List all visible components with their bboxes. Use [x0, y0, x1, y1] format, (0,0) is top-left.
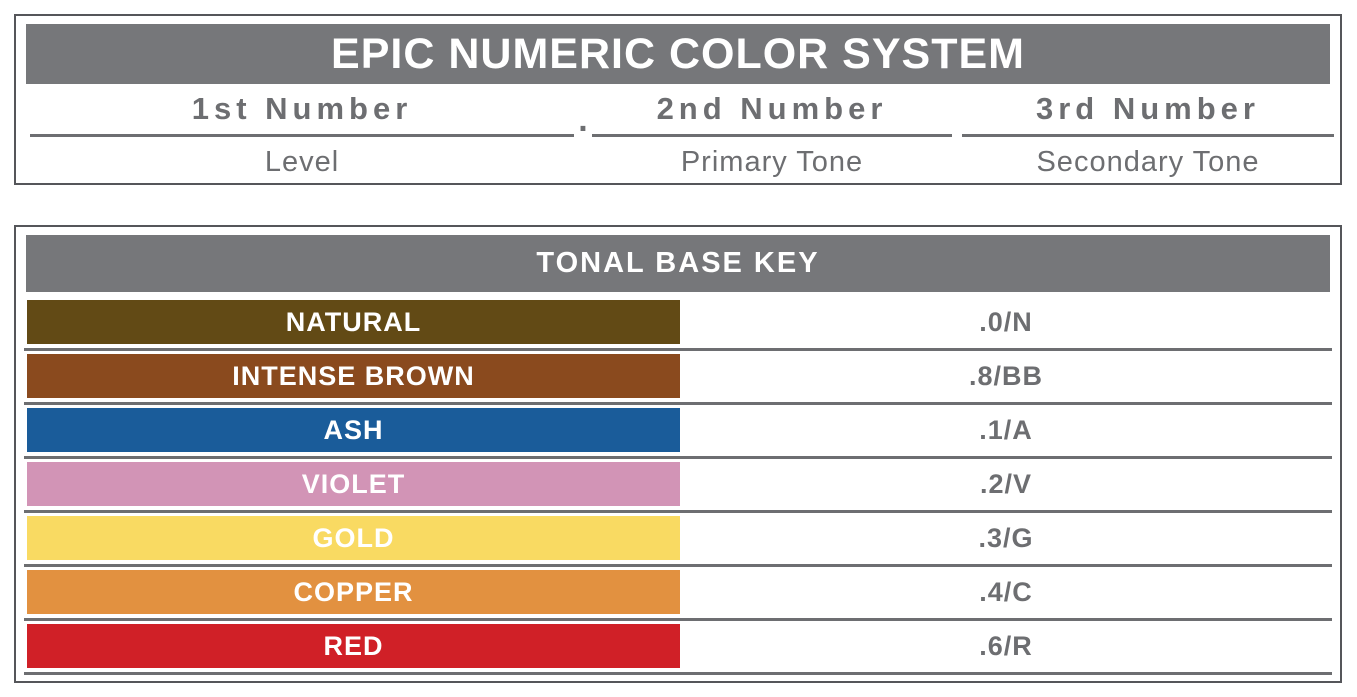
color-swatch-bar: COPPER: [27, 570, 680, 614]
column-2-number-label: 2nd Number: [656, 91, 888, 126]
table-row: COPPER .4/C: [16, 570, 1340, 621]
decimal-separator: .: [578, 101, 588, 139]
row-divider: [24, 564, 1332, 567]
color-swatch-bar: GOLD: [27, 516, 680, 560]
color-swatch-bar: ASH: [27, 408, 680, 452]
table-row: INTENSE BROWN .8/BB: [16, 354, 1340, 405]
tone-code-value: .3/G: [978, 522, 1034, 553]
tone-code-value: .1/A: [979, 414, 1033, 445]
table-row: VIOLET .2/V: [16, 462, 1340, 513]
color-swatch-bar: VIOLET: [27, 462, 680, 506]
row-divider: [24, 618, 1332, 621]
number-column-2: 2nd Number Primary Tone: [592, 92, 952, 179]
column-1-underline: [30, 134, 574, 137]
page-title: EPIC NUMERIC COLOR SYSTEM: [331, 29, 1025, 78]
tone-name-label: ASH: [323, 414, 384, 445]
tone-name-label: RED: [323, 630, 384, 661]
tone-name-label: NATURAL: [285, 306, 422, 337]
row-divider: [24, 402, 1332, 405]
tone-code-value: .4/C: [979, 576, 1033, 607]
column-2-meaning-label: Primary Tone: [680, 146, 864, 178]
tone-code-value: .0/N: [979, 306, 1033, 337]
tone-code-value: .8/BB: [968, 360, 1044, 391]
row-divider: [24, 672, 1332, 675]
table-row: GOLD .3/G: [16, 516, 1340, 567]
column-2-underline: [592, 134, 952, 137]
column-3-underline: [962, 134, 1334, 137]
row-divider: [24, 510, 1332, 513]
color-swatch-bar: INTENSE BROWN: [27, 354, 680, 398]
tone-code-value: .2/V: [979, 468, 1033, 499]
table-row: RED .6/R: [16, 624, 1340, 675]
numeric-system-panel: EPIC NUMERIC COLOR SYSTEM 1st Number Lev…: [14, 14, 1342, 185]
color-swatch-bar: NATURAL: [27, 300, 680, 344]
tone-name-label: VIOLET: [301, 468, 406, 499]
column-1-meaning-label: Level: [264, 146, 340, 178]
tone-name-label: GOLD: [312, 522, 395, 553]
table-row: NATURAL .0/N: [16, 300, 1340, 351]
column-1-number-label: 1st Number: [191, 91, 413, 126]
tonal-key-title-bar: TONAL BASE KEY: [26, 235, 1330, 292]
tonal-key-rows: NATURAL .0/N INTENSE BROWN .8/BB ASH .1/…: [16, 300, 1340, 678]
column-3-meaning-label: Secondary Tone: [1036, 146, 1260, 178]
number-column-3: 3rd Number Secondary Tone: [962, 92, 1334, 179]
panel-title-bar: EPIC NUMERIC COLOR SYSTEM: [26, 24, 1330, 84]
tonal-key-title: TONAL BASE KEY: [536, 247, 820, 279]
tone-code-value: .6/R: [979, 630, 1033, 661]
tone-name-label: COPPER: [293, 576, 414, 607]
column-3-number-label: 3rd Number: [1036, 91, 1260, 126]
row-divider: [24, 456, 1332, 459]
tonal-base-key-panel: TONAL BASE KEY NATURAL .0/N INTENSE BROW…: [14, 225, 1342, 683]
number-column-1: 1st Number Level: [30, 92, 574, 179]
table-row: ASH .1/A: [16, 408, 1340, 459]
row-divider: [24, 348, 1332, 351]
tone-name-label: INTENSE BROWN: [232, 360, 475, 391]
color-swatch-bar: RED: [27, 624, 680, 668]
